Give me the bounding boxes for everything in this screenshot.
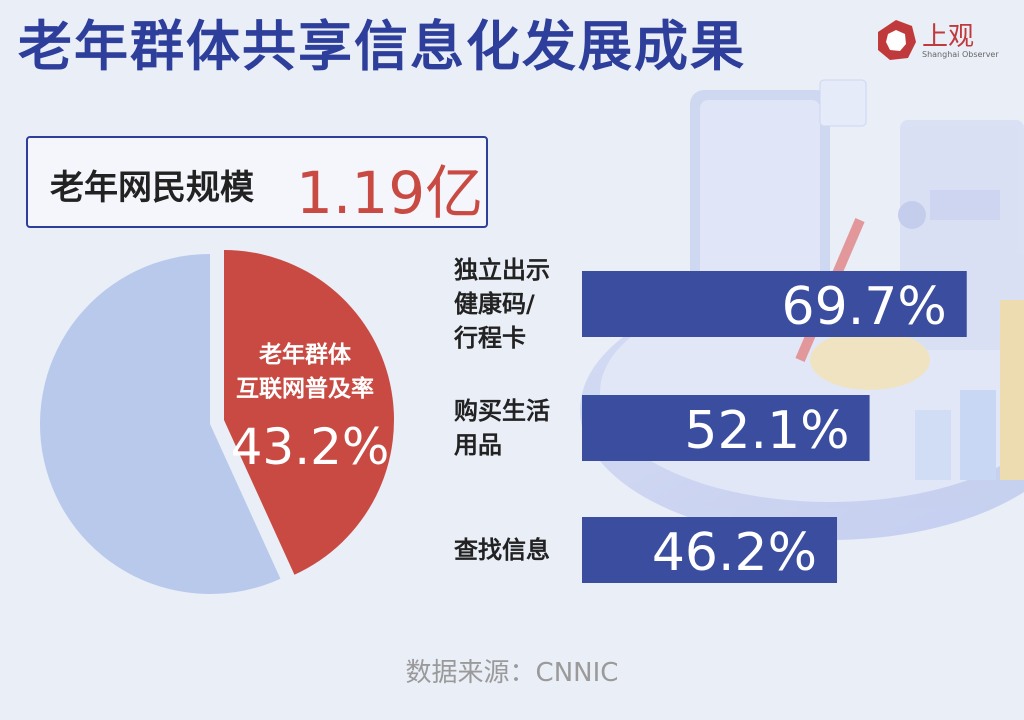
scale-label: 老年网民规模 <box>50 168 254 208</box>
page-title: 老年群体共享信息化发展成果 <box>18 15 746 78</box>
shanghai-observer-logo-icon <box>878 20 916 60</box>
scale-value: 1.19亿 <box>296 159 484 227</box>
bar-value-label: 46.2% <box>652 523 817 583</box>
bar-category-label-line: 查找信息 <box>454 536 550 564</box>
data-source: 数据来源：CNNIC <box>405 658 619 688</box>
logo-subtitle: Shanghai Observer <box>922 50 999 59</box>
decorative-devices-illustration <box>580 79 1024 540</box>
bar-category-label: 独立出示健康码/行程卡 <box>454 253 550 355</box>
bar <box>582 271 967 337</box>
pie-slice-label: 互联网普及率 <box>236 375 374 402</box>
pie-slice-remainder <box>40 253 281 594</box>
bar-value-label: 69.7% <box>782 277 947 337</box>
bar-category-label-line: 购买生活 <box>454 397 550 425</box>
bar-chart: 69.7% 52.1% 46.2% <box>582 271 967 583</box>
bar-category-label-line: 独立出示 <box>454 256 550 284</box>
bar-value-label: 52.1% <box>684 401 849 461</box>
elderly-netizen-scale-box: 老年网民规模 1.19亿 <box>26 136 488 228</box>
logo: 上观 Shanghai Observer <box>874 18 1004 64</box>
pie-slice-label: 老年群体 <box>258 341 352 368</box>
bar-category-label-line: 用品 <box>454 431 502 459</box>
bar-category-label-line: 行程卡 <box>454 324 526 352</box>
bar <box>582 517 838 583</box>
bar-category-label: 查找信息 <box>454 533 550 567</box>
pie-slice-internet-penetration <box>224 250 395 575</box>
pie-slice-value-label: 43.2% <box>231 418 390 476</box>
logo-name: 上观 <box>922 22 975 52</box>
bar-category-label-line: 健康码/ <box>454 290 535 318</box>
bar-category-label: 购买生活 用品 <box>454 394 550 462</box>
bar <box>582 395 870 461</box>
